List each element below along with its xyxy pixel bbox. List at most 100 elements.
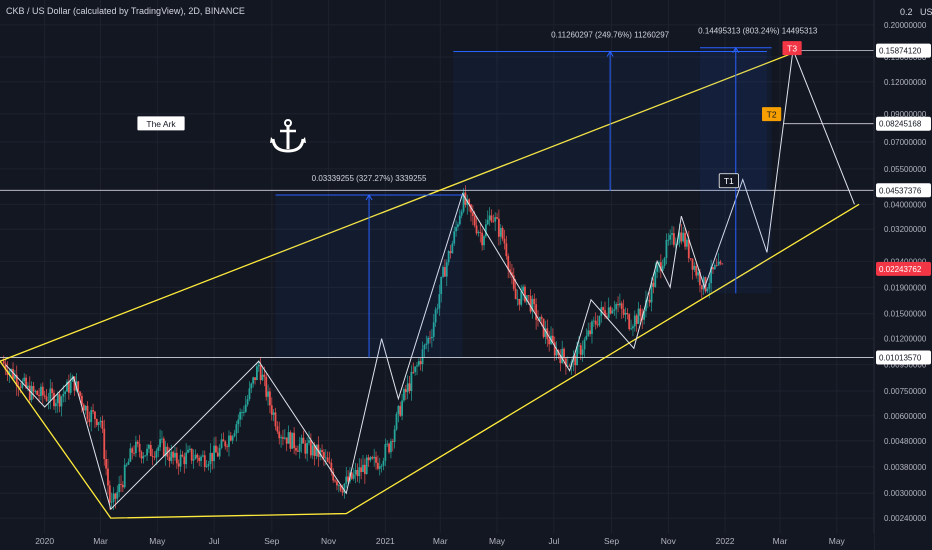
label-box[interactable] <box>782 41 802 56</box>
candle-body <box>187 449 189 453</box>
candle-body <box>512 275 515 289</box>
candle-body <box>658 262 660 266</box>
x-tick-label: Mar <box>773 536 788 546</box>
y-tick-label: 0.00750000 <box>884 387 927 396</box>
candle-body <box>559 355 562 364</box>
candle-body <box>672 233 675 245</box>
candle-body <box>60 396 63 407</box>
candle-body <box>551 335 554 343</box>
measure-label: 0.03339255 (327.27%) 3339255 <box>312 174 427 183</box>
zigzag-line[interactable] <box>5 47 855 511</box>
candle-body <box>175 452 178 464</box>
candle-body <box>576 346 578 366</box>
measure-arrowhead <box>732 46 740 53</box>
candle-body <box>434 309 437 323</box>
chart-labels[interactable]: The Ark T1 T2 T3 <box>137 41 802 189</box>
candle-body <box>661 265 664 271</box>
candle-body <box>663 258 666 266</box>
candle-body <box>133 452 135 454</box>
candle-body <box>36 390 39 395</box>
candle-body <box>146 448 148 456</box>
candle-body <box>416 365 418 367</box>
candle-body <box>591 321 593 335</box>
price-tag <box>876 43 931 58</box>
candle-body <box>408 383 411 392</box>
candle-body <box>13 374 16 379</box>
candle-body <box>181 454 184 457</box>
candle-body <box>81 395 83 405</box>
candle-body <box>32 386 35 392</box>
price-tag <box>876 116 931 131</box>
candle-body <box>261 374 264 381</box>
y-tick-label: 0.03200000 <box>884 225 927 234</box>
candle-body <box>283 437 286 439</box>
candle-body <box>298 443 301 452</box>
candle-body <box>140 451 143 459</box>
channel-lines[interactable] <box>0 50 860 519</box>
candle-body <box>159 439 161 448</box>
candle-body <box>579 345 582 355</box>
y-tick-label: 0.02400000 <box>884 257 927 266</box>
candle-body <box>308 440 310 444</box>
candle-body <box>449 251 452 254</box>
candle-body <box>453 231 456 244</box>
candle-body <box>693 265 696 270</box>
zigzag-projection[interactable] <box>5 47 855 511</box>
candle-body <box>388 443 390 453</box>
candle-body <box>218 447 221 457</box>
candle-body <box>151 456 154 457</box>
candle-body <box>455 227 457 232</box>
candle-body <box>198 457 201 461</box>
candle-body <box>291 432 294 449</box>
horizontal-levels[interactable] <box>0 50 874 358</box>
candle-body <box>624 312 627 315</box>
candle-body <box>255 366 258 381</box>
candle-body <box>360 467 363 473</box>
candle-body <box>419 361 422 365</box>
label-box[interactable] <box>137 116 185 131</box>
candle-body <box>403 389 405 401</box>
candle-body <box>520 291 523 305</box>
candle-body <box>429 337 431 339</box>
candle-body <box>49 388 52 401</box>
candle-body <box>352 474 355 479</box>
candle-body <box>339 484 342 491</box>
label-box[interactable] <box>718 173 739 189</box>
candle-body <box>123 464 126 488</box>
candle-body <box>330 463 333 472</box>
candle-body <box>516 298 519 300</box>
candle-body <box>535 304 538 320</box>
candle-body <box>499 228 502 237</box>
candle-body <box>188 448 191 450</box>
label-box[interactable] <box>762 107 782 122</box>
candle-body <box>112 493 115 502</box>
y-tick-label: 0.09000000 <box>884 110 927 119</box>
candle-body <box>116 492 119 499</box>
time-axis[interactable]: 2020 Mar May Jul Sep Nov 2021 Mar May Jul Sep Nov 20… <box>35 536 845 546</box>
measure-tools[interactable]: 0.03339255 (327.27%) 3339255 0.11260297 (… <box>275 27 818 358</box>
currency-unit: USD <box>920 7 932 17</box>
candle-body <box>231 436 234 441</box>
candle-body <box>525 295 528 302</box>
candle-body <box>555 350 558 356</box>
candle-body <box>544 328 547 337</box>
candle-body <box>4 363 7 371</box>
x-tick-label: May <box>149 536 166 546</box>
candle-body <box>654 271 657 287</box>
candle-body <box>365 457 368 475</box>
candle-body <box>710 267 713 284</box>
candle-body <box>444 267 446 277</box>
channel-upper-line[interactable] <box>0 50 798 362</box>
x-tick-label: Sep <box>604 536 619 546</box>
y-tick-label: 0.01900000 <box>884 283 927 292</box>
candle-body <box>274 412 277 427</box>
candle-body <box>79 391 81 396</box>
candle-body <box>269 391 271 406</box>
candle-body <box>605 316 608 318</box>
candle-body <box>246 399 249 405</box>
candle-body <box>153 456 156 458</box>
channel-lower-line[interactable] <box>0 203 860 519</box>
candle-body <box>71 376 74 382</box>
candle-body <box>568 365 571 367</box>
